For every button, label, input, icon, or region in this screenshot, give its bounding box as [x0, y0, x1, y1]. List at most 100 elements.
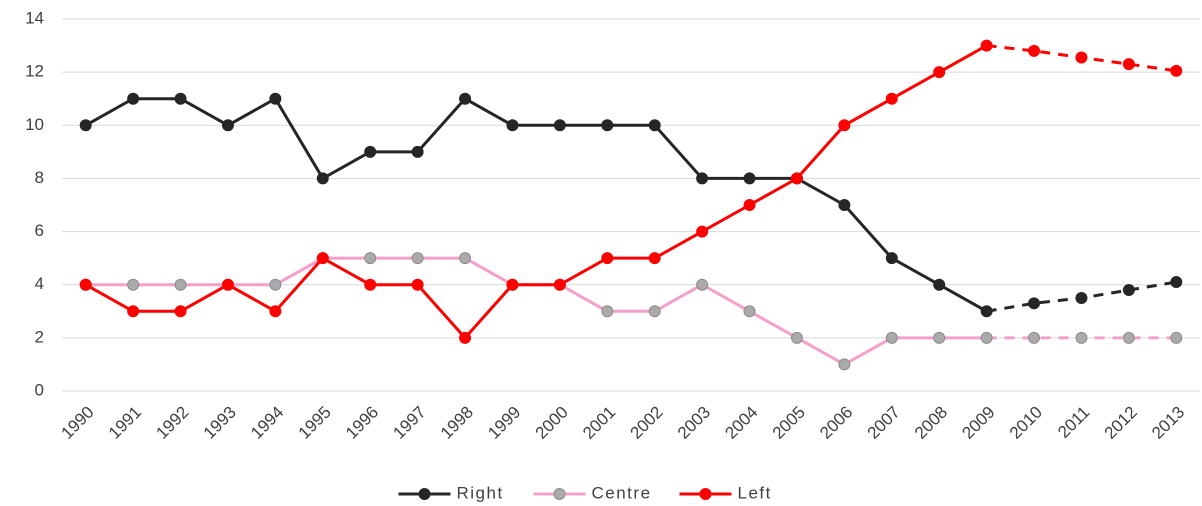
marker [696, 225, 709, 238]
marker [79, 278, 92, 291]
marker [838, 199, 851, 211]
x-tick-label: 2002 [627, 403, 667, 443]
x-tick-label: 2003 [674, 403, 714, 443]
x-tick-label: 1995 [295, 403, 335, 443]
marker [364, 145, 377, 158]
marker [885, 252, 898, 265]
marker [885, 331, 898, 344]
y-tick-label: 14 [25, 8, 44, 27]
marker [174, 92, 187, 105]
marker [127, 278, 140, 291]
marker [601, 252, 614, 265]
legend-item: Left [679, 483, 772, 502]
x-tick-label: 1997 [389, 403, 429, 443]
marker [1028, 331, 1041, 344]
marker [980, 39, 993, 52]
marker [743, 305, 756, 318]
marker [790, 331, 803, 344]
marker [459, 252, 472, 265]
marker [1170, 276, 1183, 289]
x-tick-label: 2010 [1006, 403, 1046, 443]
y-tick-label: 8 [35, 168, 44, 187]
marker [364, 278, 377, 291]
marker [174, 278, 187, 291]
marker [411, 252, 424, 265]
marker [1170, 331, 1183, 344]
marker [506, 119, 519, 132]
marker [269, 92, 282, 105]
legend-marker [553, 488, 566, 500]
marker [648, 305, 661, 318]
marker [127, 305, 140, 318]
marker [1122, 331, 1135, 344]
marker [411, 145, 424, 158]
marker [269, 305, 282, 318]
marker [459, 331, 472, 344]
marker [696, 172, 709, 185]
y-tick-label: 0 [35, 380, 44, 399]
y-tick-label: 4 [35, 274, 44, 293]
marker [1028, 297, 1041, 310]
x-tick-label: 2013 [1148, 403, 1188, 443]
x-tick-label: 1994 [247, 403, 287, 443]
y-tick-label: 10 [25, 115, 44, 134]
x-tick-label: 1990 [58, 403, 98, 443]
x-tick-label: 1996 [342, 403, 382, 443]
marker [648, 252, 661, 265]
legend-marker [418, 488, 431, 500]
legend-item: Right [398, 483, 504, 502]
marker [1028, 44, 1041, 57]
x-tick-label: 2001 [579, 403, 619, 443]
series-line [84, 97, 988, 313]
marker [1075, 292, 1088, 304]
marker [933, 331, 946, 344]
legend-label: Right [457, 483, 504, 502]
marker [838, 119, 851, 132]
marker [316, 252, 329, 265]
y-tick-label: 6 [35, 221, 44, 240]
legend-marker [699, 488, 712, 500]
marker [980, 331, 993, 344]
x-tick-label: 1992 [152, 403, 192, 443]
marker [174, 305, 187, 318]
marker [221, 278, 234, 291]
x-tick-label: 2011 [1054, 403, 1093, 442]
x-tick-label: 2000 [532, 403, 572, 443]
marker [79, 119, 92, 132]
series-line [85, 256, 987, 366]
series-line [84, 44, 988, 340]
marker [743, 172, 756, 185]
x-tick-label: 2008 [911, 403, 951, 443]
x-tick-label: 2006 [816, 403, 856, 443]
marker [364, 252, 377, 265]
x-tick-label: 1998 [437, 403, 477, 443]
marker [933, 66, 946, 79]
x-tick-label: 2007 [864, 403, 904, 443]
marker [127, 92, 140, 105]
marker [1170, 64, 1183, 77]
legend-label: Left [738, 483, 772, 502]
marker [885, 92, 898, 105]
marker [838, 358, 851, 371]
marker [980, 305, 993, 318]
marker [221, 119, 234, 132]
marker [696, 278, 709, 291]
marker [743, 199, 756, 211]
marker [648, 119, 661, 132]
marker [601, 119, 614, 132]
x-tick-label: 2009 [958, 403, 998, 443]
marker [790, 172, 803, 185]
marker [459, 92, 472, 105]
marker [411, 278, 424, 291]
marker [553, 278, 566, 291]
x-tick-label: 1999 [484, 403, 524, 443]
marker [1075, 331, 1088, 344]
x-tick-label: 2005 [769, 403, 809, 443]
legend-label: Centre [592, 483, 652, 502]
x-tick-label: 1991 [105, 403, 145, 443]
marker [553, 119, 566, 132]
marker [269, 278, 282, 291]
x-tick-label: 2012 [1101, 403, 1141, 443]
marker [601, 305, 614, 318]
